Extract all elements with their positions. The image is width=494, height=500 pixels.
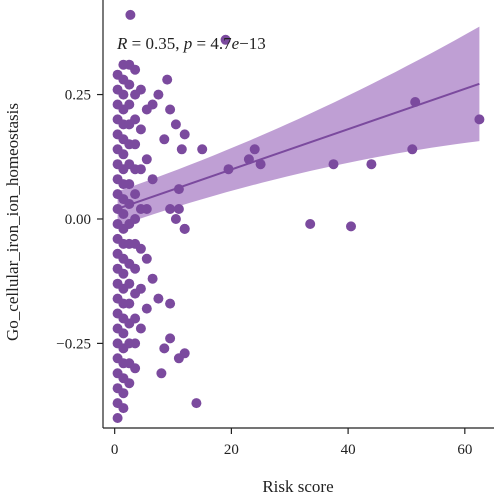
data-point [141,253,152,264]
data-point [197,144,208,155]
ticks-layer: 0 20 40 60 0.25 0.00 −0.25 [56,88,472,458]
data-point [407,144,418,155]
y-tick-label: 0.00 [65,212,91,228]
data-point [124,179,135,190]
data-point [124,99,135,110]
confidence-band-layer [117,26,480,227]
regression-line-layer [117,82,480,210]
data-point [118,268,129,279]
data-point [135,323,146,334]
annotation-text: R = 0.35, p = 4.7e−13 [116,34,266,53]
regression-line [117,82,480,210]
data-point [162,74,173,85]
data-point [141,204,152,214]
data-point [135,283,146,294]
data-point [191,398,202,409]
data-point [255,159,266,170]
data-point [156,368,167,379]
data-point [118,328,129,339]
data-point [118,149,129,160]
data-point [179,223,190,234]
data-point [474,114,485,125]
data-point [130,338,141,349]
data-point [130,139,141,150]
data-point [173,353,184,364]
data-point [328,159,339,170]
data-point [118,89,129,100]
data-point [170,214,181,224]
x-axis-title: Risk score [262,477,333,496]
y-tick-label: 0.25 [65,88,91,104]
data-point [176,144,187,155]
data-point [141,303,152,314]
data-point [124,79,135,90]
data-point [124,278,135,289]
data-point [165,333,176,344]
data-point [130,189,141,200]
data-point [220,34,231,45]
data-point [153,89,164,100]
data-point [130,363,141,374]
data-point [135,164,146,175]
data-point [118,209,129,219]
x-tick-label: 60 [457,442,472,458]
axes-layer [102,0,494,429]
data-point [179,129,190,140]
data-point [124,378,135,389]
x-tick-label: 40 [341,442,356,458]
data-point [170,119,181,130]
data-point [346,221,356,232]
data-point [124,298,135,309]
data-point [165,204,176,214]
data-point [130,64,141,75]
data-point [141,154,152,165]
data-point [125,9,136,20]
data-point [135,84,146,95]
data-point [305,219,316,229]
data-point [366,159,377,170]
data-point [112,413,123,423]
confidence-band [117,26,480,227]
data-point [130,263,141,274]
y-tick-label: −0.25 [56,336,91,352]
data-point [159,343,170,354]
data-point [249,144,260,155]
data-point [165,104,176,115]
points-layer [112,9,485,423]
data-point [147,273,158,284]
data-point [135,243,146,254]
data-point [130,114,141,125]
data-point [130,313,141,324]
data-point [135,124,146,135]
y-axis-title: Go_cellular_iron_ion_homeostasis [3,103,22,341]
data-point [118,388,129,399]
data-point [118,403,129,414]
x-tick-label: 20 [224,442,239,458]
x-tick-label: 0 [111,442,119,458]
data-point [147,99,158,110]
data-point [165,298,176,309]
data-point [153,293,164,304]
data-point [173,204,184,214]
data-point [159,134,170,145]
data-point [130,214,141,224]
data-point [147,174,158,185]
